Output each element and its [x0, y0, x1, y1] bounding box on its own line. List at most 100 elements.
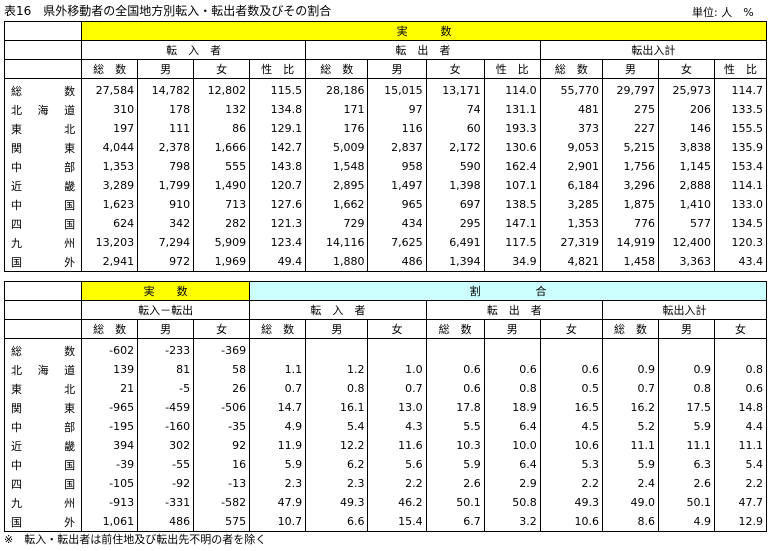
- table-cell: 9,053: [539, 138, 604, 157]
- column-header: 男: [137, 319, 195, 339]
- table-cell: 5.4: [714, 455, 767, 474]
- table-cell: [539, 338, 604, 360]
- table-cell: 965: [367, 195, 427, 214]
- table-row: 東 北 21 -5 26 0.7 0.8 0.7 0.6 0.8 0.5 0.7 0.8 0.6: [3, 379, 767, 398]
- table-title: 表16 県外移動者の全国地方別転入・転出者数及びその割合: [4, 4, 332, 18]
- table-cell: 373: [539, 119, 604, 138]
- subgroup-header: 転 入 者: [249, 300, 427, 320]
- column-header: 女: [367, 319, 427, 339]
- subgroup-header: 転出入計: [539, 40, 768, 60]
- table-cell: [305, 338, 369, 360]
- table-cell: 58: [193, 360, 251, 379]
- table-cell: 0.9: [602, 360, 660, 379]
- table-row: 近 畿 394 302 92 11.9 12.2 11.6 10.3 10.0 10.6 11.1 1…: [3, 436, 767, 455]
- table-cell: 49.0: [602, 493, 660, 512]
- table-cell: 12,400: [658, 233, 716, 252]
- table-ratio: 実 数割 合転入－転出転 入 者転 出 者転出入計総 数男女総 数男女総 数男女…: [3, 281, 767, 532]
- table-cell: 0.6: [539, 360, 604, 379]
- table-cell: 2,837: [367, 138, 427, 157]
- table-cell: 134.8: [249, 100, 307, 119]
- table-cell: 114.1: [714, 176, 767, 195]
- row-label: 北海道: [3, 100, 83, 119]
- table-cell: 5.6: [367, 455, 427, 474]
- table-cell: 15,015: [367, 78, 427, 100]
- table-cell: 0.8: [305, 379, 369, 398]
- table-cell: 2,378: [137, 138, 195, 157]
- row-label: 総 数: [3, 78, 83, 100]
- table-cell: 60: [425, 119, 485, 138]
- table-cell: 146: [658, 119, 716, 138]
- table-cell: 434: [367, 214, 427, 233]
- table-cell: 6,491: [425, 233, 485, 252]
- table-cell: 4.9: [249, 417, 307, 436]
- table-cell: 577: [658, 214, 716, 233]
- table-cell: 0.6: [483, 360, 541, 379]
- table-cell: 132: [193, 100, 251, 119]
- subgroup-header: 転 入 者: [81, 40, 307, 60]
- table-cell: 1,969: [193, 252, 251, 272]
- unit-label: 単位: 人 %: [692, 6, 754, 19]
- table-cell: 1.2: [305, 360, 369, 379]
- table-cell: 131.1: [483, 100, 541, 119]
- column-header: 男: [305, 319, 369, 339]
- table-cell: 282: [193, 214, 251, 233]
- table-cell: 2.2: [367, 474, 427, 493]
- table-cell: 0.6: [714, 379, 767, 398]
- table-cell: 114.0: [483, 78, 541, 100]
- column-header: 性 比: [714, 59, 767, 79]
- table-row: 中 部 -195 -160 -35 4.9 5.4 4.3 5.5 6.4 4.5 5.2 5.9 4.…: [3, 417, 767, 436]
- row-label: 四 国: [3, 214, 83, 233]
- table-cell: 13,171: [425, 78, 485, 100]
- row-label: 関 東: [3, 398, 83, 417]
- table-cell: 171: [305, 100, 369, 119]
- table-cell: 1,623: [81, 195, 139, 214]
- table-row: 九 州 -913 -331 -582 47.9 49.3 46.2 50.1 50.8 49.3 4…: [3, 493, 767, 512]
- table-cell: 114.7: [714, 78, 767, 100]
- table-cell: 3,363: [658, 252, 716, 272]
- table-cell: [714, 338, 767, 360]
- table-cell: 590: [425, 157, 485, 176]
- table-cell: 2.6: [658, 474, 716, 493]
- table-cell: -602: [81, 338, 139, 360]
- table-cell: 12,802: [193, 78, 251, 100]
- column-header: 女: [658, 59, 716, 79]
- table-cell: 11.1: [658, 436, 716, 455]
- table-cell: 16: [193, 455, 251, 474]
- table-cell: 21: [81, 379, 139, 398]
- table-cell: -459: [137, 398, 195, 417]
- table-cell: 14.8: [714, 398, 767, 417]
- table-row: 総 数 -602 -233 -369: [3, 338, 767, 360]
- table-cell: 10.3: [425, 436, 485, 455]
- table-cell: -39: [81, 455, 139, 474]
- column-header: 総 数: [81, 59, 139, 79]
- column-header: 女: [193, 59, 251, 79]
- table-cell: -55: [137, 455, 195, 474]
- table-row: 中 国 -39 -55 16 5.9 6.2 5.6 5.9 6.4 5.3 5.9 6.3 5.4: [3, 455, 767, 474]
- table-cell: 107.1: [483, 176, 541, 195]
- table-cell: 50.1: [658, 493, 716, 512]
- table-cell: 697: [425, 195, 485, 214]
- table-row: 近 畿 3,289 1,799 1,490 120.7 2,895 1,497 1,398 10…: [3, 176, 767, 195]
- table-cell: 10.0: [483, 436, 541, 455]
- table-cell: 12.9: [714, 512, 767, 532]
- table-row: 四 国 624 342 282 121.3 729 434 295 147.1 1,353 776 5…: [3, 214, 767, 233]
- table-cell: 6.4: [483, 417, 541, 436]
- table-cell: 1,398: [425, 176, 485, 195]
- table-cell: 5.9: [425, 455, 485, 474]
- table-cell: 1,353: [81, 157, 139, 176]
- table-row: 東 北 197 111 86 129.1 176 116 60 193.3 373 227 146 15…: [3, 119, 767, 138]
- table-cell: 2,941: [81, 252, 139, 272]
- table-row: 国 外 1,061 486 575 10.7 6.6 15.4 6.7 3.2 10.6 8.6 4.…: [3, 512, 767, 532]
- table-cell: 0.6: [425, 379, 485, 398]
- table-cell: 17.8: [425, 398, 485, 417]
- table-row: 関 東 -965 -459 -506 14.7 16.1 13.0 17.8 18.9 16.5 1…: [3, 398, 767, 417]
- table-cell: [602, 338, 660, 360]
- table-cell: 7,294: [137, 233, 195, 252]
- table-cell: [483, 338, 541, 360]
- row-label: 九 州: [3, 493, 83, 512]
- table-cell: 16.5: [539, 398, 604, 417]
- table-cell: 11.1: [602, 436, 660, 455]
- table-cell: 28,186: [305, 78, 369, 100]
- table-cell: 11.9: [249, 436, 307, 455]
- table-cell: 4,821: [539, 252, 604, 272]
